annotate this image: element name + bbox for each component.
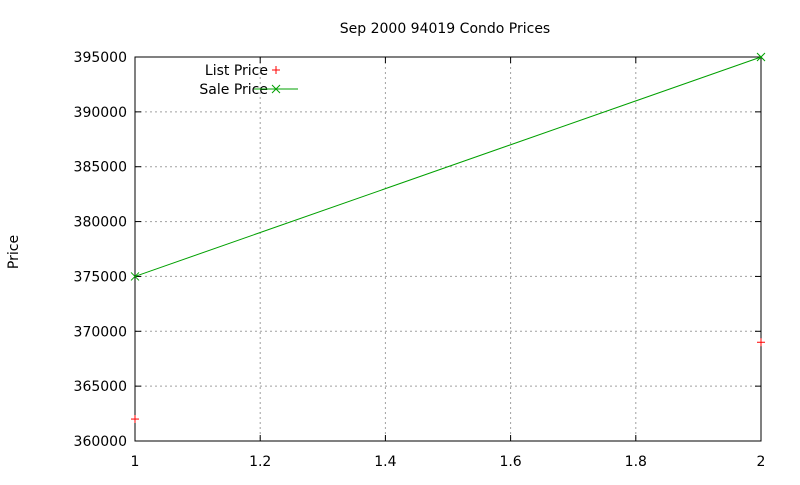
grid-layer [135, 57, 761, 441]
legend-marker [272, 66, 280, 74]
x-tick-label: 1.4 [374, 454, 396, 470]
legend-label: List Price [205, 63, 268, 79]
tick-layer: 1 1.2 1.4 1.6 1.8 2 360000 365000 370000 375000 38… [74, 50, 766, 470]
series-1 [130, 52, 766, 281]
y-tick-label: 385000 [74, 160, 127, 176]
data-point-stroke [756, 52, 766, 62]
series-layer [130, 52, 766, 424]
y-tick-label: 390000 [74, 105, 127, 121]
legend-marker-stroke [271, 84, 281, 94]
series-line [134, 56, 762, 277]
y-axis-label: Price [6, 235, 22, 269]
y-tick-label: 395000 [74, 50, 127, 66]
x-tick-label: 1.8 [625, 454, 647, 470]
x-tick-label: 1.2 [249, 454, 271, 470]
x-tick-label: 1 [131, 454, 140, 470]
data-point [131, 415, 139, 424]
y-tick-label: 380000 [74, 215, 127, 231]
data-point [756, 52, 766, 62]
y-tick-label: 370000 [74, 324, 127, 340]
x-tick-label: 2 [757, 454, 766, 470]
legend-marker [271, 84, 281, 94]
legend-label: Sale Price [199, 82, 268, 98]
y-tick-label: 375000 [74, 269, 127, 285]
data-point [130, 272, 140, 281]
series-0 [131, 338, 765, 424]
plot-frame [134, 56, 762, 442]
chart-title: Sep 2000 94019 Condo Prices [340, 21, 550, 37]
y-tick-label: 360000 [74, 434, 127, 450]
data-point-stroke [130, 272, 140, 281]
x-tick-label: 1.6 [499, 454, 521, 470]
y-tick-label: 365000 [74, 379, 127, 395]
legend: List Price Sale Price [199, 63, 298, 98]
data-point [757, 338, 765, 347]
